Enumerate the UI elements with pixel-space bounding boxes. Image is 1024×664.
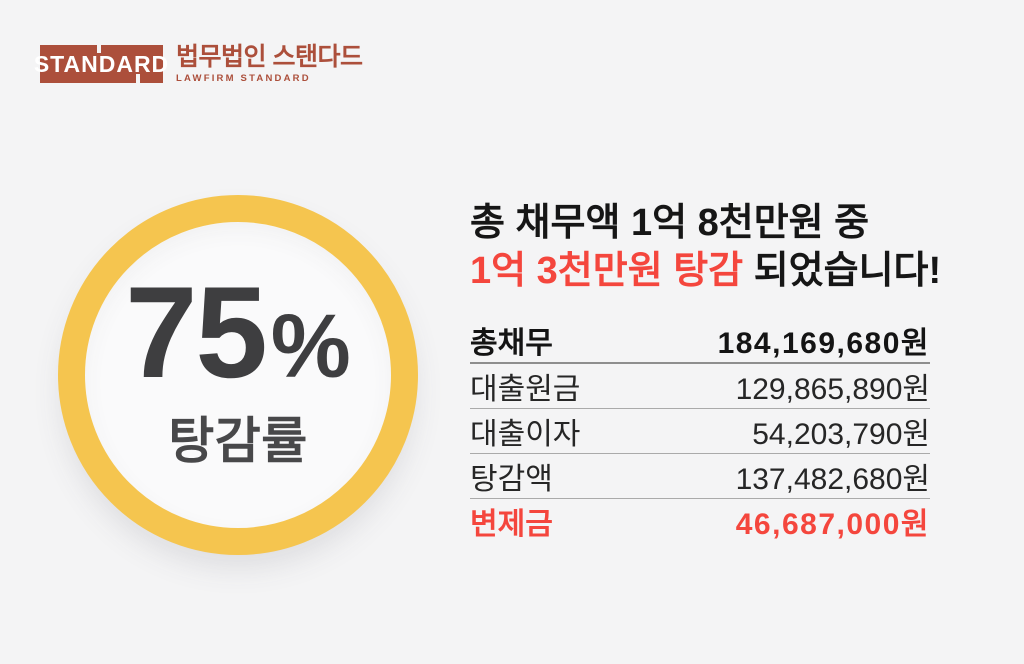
logo-notch-bottom: [136, 74, 140, 84]
table-row-loan-principal: 대출원금 129,865,890원: [470, 364, 930, 408]
table-row-repayment: 변제금 46,687,000원: [470, 499, 930, 543]
row-value: 46,687,000원: [735, 508, 930, 541]
row-label: 탕감액: [470, 463, 553, 496]
headline-line1: 총 채무액 1억 8천만원 중: [470, 202, 870, 244]
table-row-total-debt: 총채무 184,169,680원: [470, 318, 930, 362]
headline: 총 채무액 1억 8천만원 중 1억 3천만원 탕감 되었습니다!: [470, 200, 941, 296]
table-row-relieved-amount: 탕감액 137,482,680원: [470, 454, 930, 498]
table-divider: [470, 408, 930, 409]
brand-header: STANDARD 법무법인 스탠다드 LAWFIRM STANDARD: [34, 43, 363, 85]
table-row-loan-interest: 대출이자 54,203,790원: [470, 409, 930, 453]
table-divider: [470, 362, 930, 364]
row-label: 대출원금: [470, 373, 581, 406]
row-label: 대출이자: [470, 418, 581, 451]
relief-rate-value: 75: [125, 258, 268, 405]
table-divider: [470, 498, 930, 499]
firm-name-english: LAWFIRM STANDARD: [176, 73, 311, 85]
headline-line2-rest: 되었습니다!: [743, 249, 942, 292]
logo-text: STANDARD: [33, 50, 170, 77]
brand-names: 법무법인 스탠다드 LAWFIRM STANDARD: [176, 43, 363, 85]
relief-rate-number: 75%: [125, 258, 351, 405]
headline-highlight: 1억 3천만원 탕감: [470, 249, 744, 292]
row-label: 변제금: [470, 508, 553, 541]
case-result-details: 총 채무액 1억 8천만원 중 1억 3천만원 탕감 되었습니다! 총채무 18…: [470, 200, 941, 543]
row-value: 54,203,790원: [752, 418, 930, 451]
row-value: 184,169,680원: [717, 327, 930, 360]
logo-mark: STANDARD: [34, 45, 168, 84]
row-value: 129,865,890원: [735, 373, 930, 406]
logo-notch-top: [97, 45, 101, 54]
debt-table: 총채무 184,169,680원 대출원금 129,865,890원 대출이자 …: [470, 318, 930, 543]
table-divider: [470, 453, 930, 454]
percent-sign: %: [270, 296, 351, 397]
relief-rate-badge: 75% 탕감률: [58, 195, 418, 555]
row-label: 총채무: [470, 327, 553, 360]
firm-name-korean: 법무법인 스탠다드: [176, 43, 363, 71]
row-value: 137,482,680원: [735, 463, 930, 496]
relief-rate-label: 탕감률: [168, 413, 308, 470]
headline-line2: 1억 3천만원 탕감 되었습니다!: [470, 248, 941, 296]
